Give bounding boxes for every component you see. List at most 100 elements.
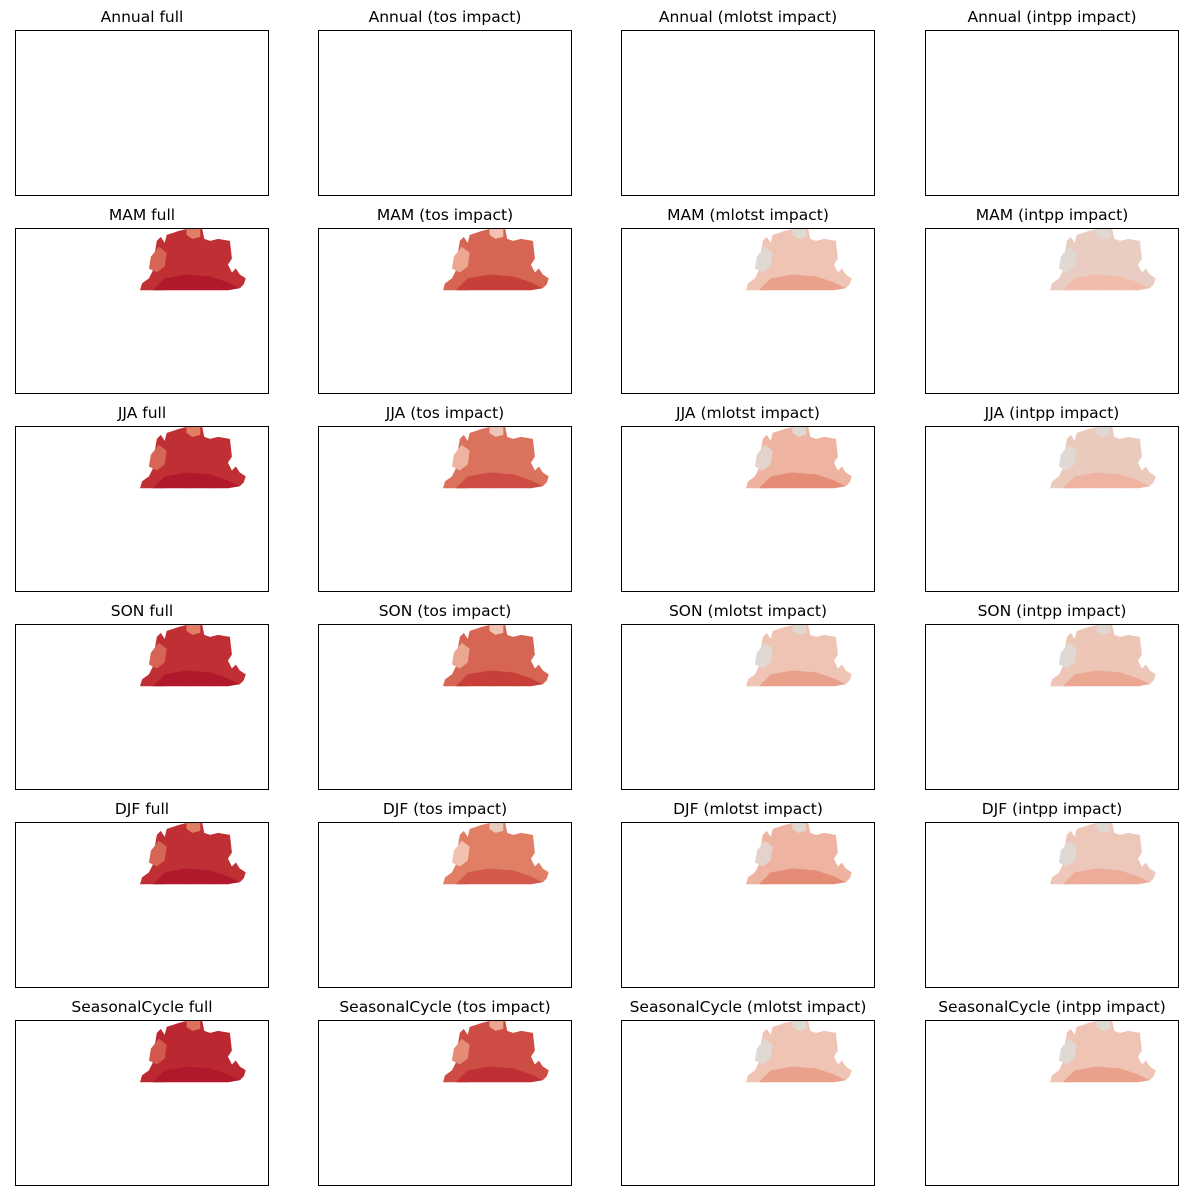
- region-south-band: [152, 472, 240, 489]
- region-field: [746, 1021, 852, 1083]
- region-field: [746, 823, 852, 885]
- region-south-band: [455, 1066, 543, 1083]
- region-south-band: [455, 670, 543, 687]
- panel-title: SeasonalCycle full: [71, 998, 213, 1016]
- region-west-patch: [1058, 246, 1077, 273]
- map-panel: [318, 30, 572, 196]
- map-panel: [318, 228, 572, 394]
- map-panel: [925, 624, 1179, 790]
- map-panel: [925, 1020, 1179, 1186]
- region-field: [140, 625, 246, 687]
- region-north-patch: [186, 823, 201, 833]
- panel-title: Annual (intpp impact): [967, 8, 1137, 26]
- region-field: [1050, 1021, 1156, 1083]
- map-panel: [621, 822, 875, 988]
- region-west-patch: [754, 444, 773, 471]
- region-west-patch: [148, 246, 167, 273]
- region-field: [443, 1021, 549, 1083]
- region-south-band: [1062, 472, 1150, 489]
- region-west-patch: [1058, 840, 1077, 867]
- region-north-patch: [489, 823, 504, 833]
- map-panel: [925, 822, 1179, 988]
- region-field: [140, 1021, 246, 1083]
- map-plot: [443, 229, 549, 291]
- map-panel: [925, 30, 1179, 196]
- region-south-band: [758, 472, 846, 489]
- map-plot: [443, 1021, 549, 1083]
- map-plot: [140, 1021, 246, 1083]
- region-south-band: [1062, 868, 1150, 885]
- map-panel: [15, 822, 269, 988]
- region-west-patch: [754, 840, 773, 867]
- map-plot: [746, 1021, 852, 1083]
- map-plot: [140, 427, 246, 489]
- region-north-patch: [792, 823, 807, 833]
- panel-title: SeasonalCycle (intpp impact): [938, 998, 1166, 1016]
- region-north-patch: [1096, 229, 1111, 239]
- panel-title: MAM (intpp impact): [975, 206, 1129, 224]
- region-north-patch: [186, 229, 201, 239]
- panel-title: SON (tos impact): [378, 602, 512, 620]
- region-west-patch: [148, 840, 167, 867]
- panel-title: SON full: [110, 602, 174, 620]
- region-field: [746, 427, 852, 489]
- panel-title: Annual (tos impact): [368, 8, 522, 26]
- map-panel: [318, 426, 572, 592]
- region-west-patch: [754, 246, 773, 273]
- region-west-patch: [451, 642, 470, 669]
- region-south-band: [152, 1066, 240, 1083]
- panel-title: JJA full: [117, 404, 167, 422]
- map-plot: [443, 427, 549, 489]
- map-plot: [1050, 823, 1156, 885]
- region-west-patch: [1058, 642, 1077, 669]
- map-panel: [15, 426, 269, 592]
- region-field: [746, 229, 852, 291]
- region-north-patch: [489, 427, 504, 437]
- region-west-patch: [451, 444, 470, 471]
- map-panel: [621, 426, 875, 592]
- map-panel: [925, 426, 1179, 592]
- panel-title: MAM (mlotst impact): [667, 206, 829, 224]
- region-north-patch: [792, 1021, 807, 1031]
- panel-title: DJF (tos impact): [382, 800, 508, 818]
- region-south-band: [758, 868, 846, 885]
- map-panel: [15, 624, 269, 790]
- region-north-patch: [489, 1021, 504, 1031]
- region-south-band: [152, 868, 240, 885]
- map-panel: [621, 30, 875, 196]
- region-field: [1050, 823, 1156, 885]
- panel-title: Annual (mlotst impact): [658, 8, 838, 26]
- panel-title: DJF full: [114, 800, 170, 818]
- region-west-patch: [754, 642, 773, 669]
- map-plot: [746, 823, 852, 885]
- region-field: [443, 823, 549, 885]
- map-plot: [1050, 1021, 1156, 1083]
- region-west-patch: [1058, 444, 1077, 471]
- map-panel: [621, 228, 875, 394]
- map-plot: [746, 427, 852, 489]
- panel-title: SON (mlotst impact): [668, 602, 828, 620]
- panel-title: SeasonalCycle (tos impact): [339, 998, 551, 1016]
- region-west-patch: [148, 444, 167, 471]
- region-field: [140, 427, 246, 489]
- region-south-band: [152, 670, 240, 687]
- region-north-patch: [186, 625, 201, 635]
- region-south-band: [758, 670, 846, 687]
- region-west-patch: [451, 840, 470, 867]
- region-north-patch: [792, 625, 807, 635]
- region-field: [140, 823, 246, 885]
- panel-title: Annual full: [100, 8, 184, 26]
- region-field: [1050, 229, 1156, 291]
- map-plot: [443, 625, 549, 687]
- region-north-patch: [489, 625, 504, 635]
- map-plot: [1050, 427, 1156, 489]
- panel-title: MAM full: [108, 206, 176, 224]
- region-south-band: [758, 274, 846, 291]
- region-north-patch: [1096, 625, 1111, 635]
- region-field: [140, 229, 246, 291]
- region-south-band: [1062, 274, 1150, 291]
- map-plot: [746, 625, 852, 687]
- region-field: [1050, 625, 1156, 687]
- region-south-band: [1062, 1066, 1150, 1083]
- map-panel: [318, 1020, 572, 1186]
